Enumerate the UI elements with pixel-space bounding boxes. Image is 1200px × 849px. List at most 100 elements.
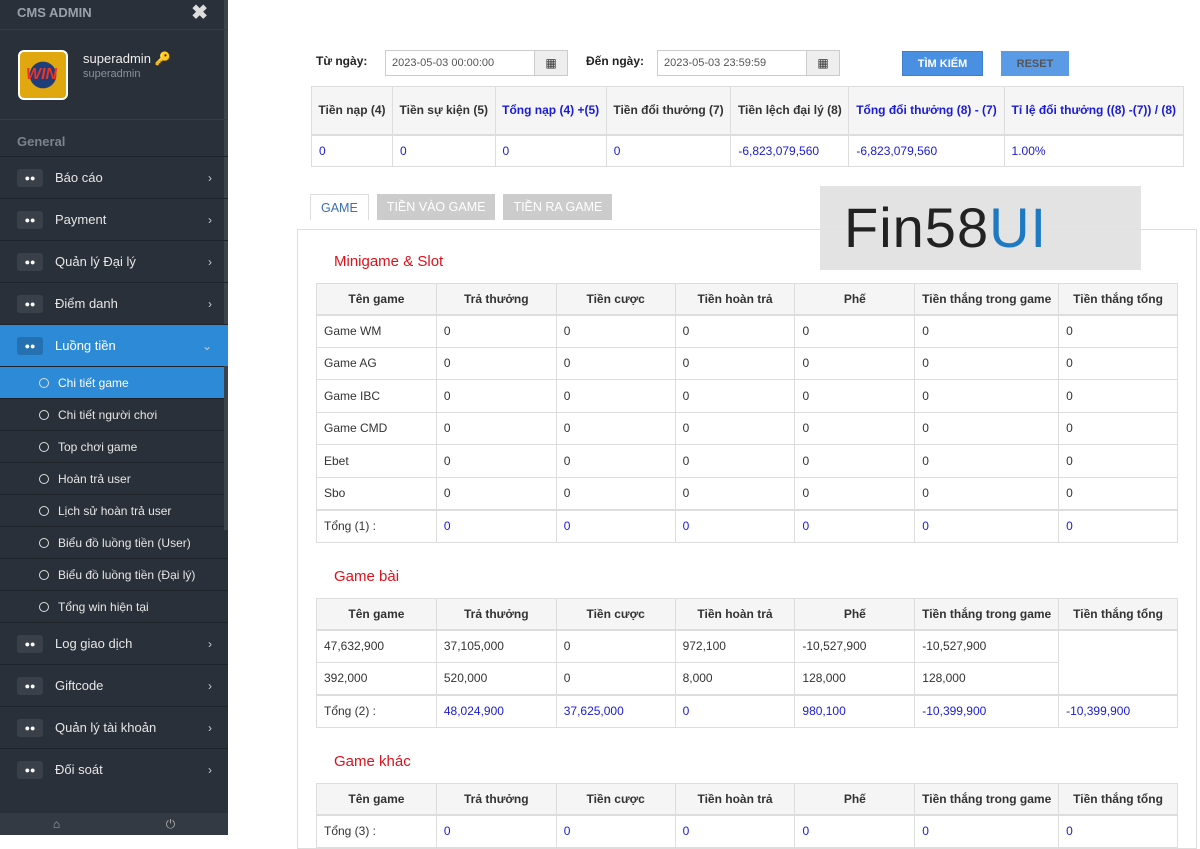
sidebar-subitem[interactable]: Chi tiết game <box>0 366 228 398</box>
table-cell: 0 <box>555 629 676 663</box>
gamepad-icon: ●● <box>17 718 43 737</box>
sidebar-item-label: Đối soát <box>55 762 103 777</box>
sidebar-item[interactable]: ●● Điểm danh › <box>0 282 228 324</box>
sidebar-subitem[interactable]: Lịch sử hoàn trả user <box>0 494 228 526</box>
summary-value: -6,823,079,560 <box>848 134 1005 167</box>
table-row: Game IBC 0 0 0 0 0 0 <box>316 379 1178 413</box>
key-icon: 🔑 <box>154 51 171 66</box>
table-cell: 8,000 <box>674 661 796 695</box>
table-cell: 0 <box>914 314 1060 348</box>
sidebar-item[interactable]: ●● Log giao dịch › <box>0 622 228 664</box>
watermark-text-accent: UI <box>989 196 1048 259</box>
to-date-input[interactable]: 2023-05-03 23:59:59 <box>657 50 807 76</box>
calendar-icon[interactable]: ▦ <box>806 50 840 76</box>
table-cell: 0 <box>435 444 557 478</box>
game-table: Tên game Trả thưởng Tiền cược Tiền hoàn trả… <box>316 783 1178 848</box>
column-header: Trả thưởng <box>435 783 557 816</box>
sidebar-subitem[interactable]: Chi tiết người chơi <box>0 398 228 430</box>
sidebar-scrollbar[interactable] <box>224 0 228 530</box>
table-cell: 0 <box>674 411 796 445</box>
summary-value: -6,823,079,560 <box>730 134 850 167</box>
table-cell: Ebet <box>316 444 437 478</box>
to-date-label: Đến ngày: <box>586 54 645 68</box>
sidebar-subitem-label: Chi tiết game <box>58 375 129 390</box>
gamepad-icon: ●● <box>17 336 43 355</box>
summary-header: Tiền sự kiện (5) <box>391 86 496 136</box>
table-cell: 128,000 <box>914 661 1060 695</box>
reset-button[interactable]: RESET <box>1001 51 1069 76</box>
total-cell: 0 <box>555 814 676 848</box>
column-header: Tiền thắng trong game <box>914 598 1060 631</box>
sidebar-footer: ⌂ ⏻ <box>0 813 228 835</box>
tab[interactable]: TIỀN VÀO GAME <box>376 194 496 220</box>
sidebar-subitem[interactable]: Hoàn trả user <box>0 462 228 494</box>
section-title: Minigame & Slot <box>334 253 444 270</box>
column-header: Phế <box>794 598 916 631</box>
watermark: Fin58UI <box>820 186 1141 270</box>
table-cell: 0 <box>674 379 796 413</box>
sidebar-item[interactable]: ●● Quản lý tài khoản › <box>0 706 228 748</box>
sidebar-item[interactable]: ●● Quản lý Đại lý › <box>0 240 228 282</box>
summary-header: Tổng đổi thưởng (8) - (7) <box>848 86 1005 136</box>
circle-icon <box>39 409 49 420</box>
summary-header: Tỉ lệ đổi thưởng ((8) -(7)) / (8) <box>1003 86 1185 136</box>
from-date-input[interactable]: 2023-05-03 00:00:00 <box>385 50 535 76</box>
sidebar-item[interactable]: ●● Đối soát › <box>0 748 228 790</box>
tab[interactable]: TIỀN RA GAME <box>503 194 613 220</box>
brand-title: CMS ADMIN <box>17 5 92 20</box>
power-icon[interactable]: ⏻ <box>165 816 176 831</box>
calendar-icon[interactable]: ▦ <box>534 50 568 76</box>
table-cell: 0 <box>435 411 557 445</box>
total-cell: 48,024,900 <box>435 694 557 728</box>
table-cell: 0 <box>914 411 1060 445</box>
table-cell: 0 <box>1058 444 1178 478</box>
sidebar-subitem[interactable]: Biểu đồ luồng tiền (Đại lý) <box>0 558 228 590</box>
circle-icon <box>39 473 49 484</box>
chevron-right-icon: › <box>208 636 212 651</box>
table-row: Sbo 0 0 0 0 0 0 <box>316 476 1178 510</box>
chevron-right-icon: › <box>208 296 212 311</box>
table-cell: 972,100 <box>674 629 796 663</box>
table-cell: -10,527,900 <box>794 629 916 663</box>
column-header: Tiền cược <box>555 598 676 631</box>
table-cell: 0 <box>435 476 557 510</box>
sidebar-item[interactable]: ●● Giftcode › <box>0 664 228 706</box>
table-cell: 0 <box>435 346 557 380</box>
table-cell: 37,105,000 <box>435 629 557 663</box>
total-cell: 0 <box>435 814 557 848</box>
close-icon[interactable]: ✖ <box>191 2 208 24</box>
total-cell: 0 <box>674 694 796 728</box>
total-cell: 0 <box>1058 509 1178 543</box>
table-cell: Game WM <box>316 314 437 348</box>
sidebar-item[interactable]: ●● Payment › <box>0 198 228 240</box>
column-header: Tiền thắng tổng <box>1058 283 1178 316</box>
home-icon[interactable]: ⌂ <box>52 817 61 831</box>
tab[interactable]: GAME <box>310 194 369 220</box>
table-cell: Sbo <box>316 476 437 510</box>
sidebar-subitem[interactable]: Tổng win hiện tại <box>0 590 228 622</box>
column-header: Tiền cược <box>555 783 676 816</box>
table-row: 47,632,900 37,105,000 0 972,100 -10,527,900-… <box>316 629 1178 695</box>
summary-header: Tiền nạp (4) <box>311 86 393 136</box>
table-cell: 0 <box>674 314 796 348</box>
table-cell: 0 <box>555 444 676 478</box>
sidebar: CMS ADMIN ✖ WIN superadmin 🔑 superadmin G… <box>0 0 228 835</box>
table-cell: 0 <box>914 379 1060 413</box>
sidebar-item[interactable]: ●● Báo cáo › <box>0 156 228 198</box>
sidebar-subitem[interactable]: Biểu đồ luồng tiền (User) <box>0 526 228 558</box>
table-cell: 0 <box>794 411 916 445</box>
column-header: Tên game <box>316 283 437 316</box>
table-row: Game WM 0 0 0 0 0 0 <box>316 314 1178 348</box>
table-cell: 0 <box>794 444 916 478</box>
sidebar-item[interactable]: ●● Luồng tiền ⌄ <box>0 324 228 366</box>
table-cell: 392,000 <box>316 661 437 695</box>
search-button[interactable]: TÌM KIẾM <box>902 51 983 76</box>
circle-icon <box>39 505 49 516</box>
gamepad-icon: ●● <box>17 210 43 229</box>
sidebar-subitem[interactable]: Top chơi game <box>0 430 228 462</box>
sidebar-item-label: Quản lý tài khoản <box>55 720 157 735</box>
chevron-right-icon: › <box>208 720 212 735</box>
total-cell: 0 <box>794 814 916 848</box>
total-cell: -10,399,900 <box>1058 694 1178 728</box>
